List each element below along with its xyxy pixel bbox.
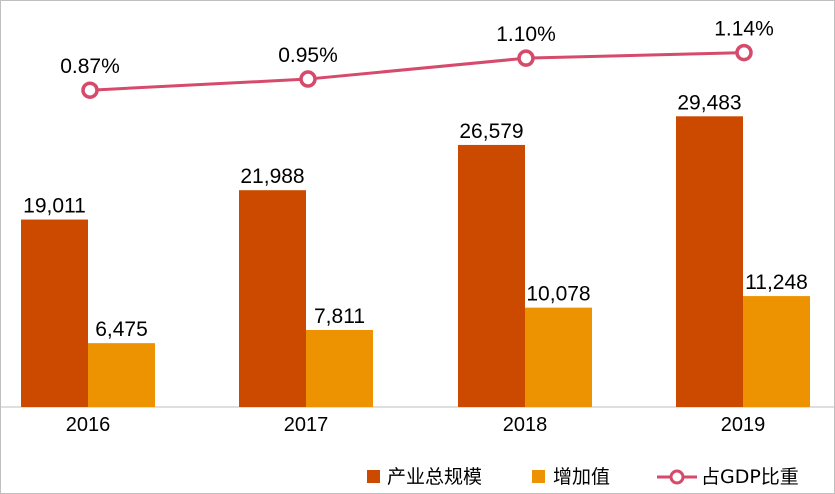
x-tick-label-2019: 2019 (721, 414, 766, 436)
gdp-share-point-2019 (735, 43, 753, 62)
data-label-industry-scale-2016: 19,011 (23, 195, 86, 218)
data-label-gdp-share-2019: 1.14% (714, 18, 774, 41)
legend-marker-gdp-share (669, 469, 685, 485)
legend-swatch-industry-scale (367, 470, 380, 483)
data-label-industry-scale-2017: 21,988 (240, 165, 304, 188)
data-label-industry-scale-2018: 26,579 (459, 120, 523, 143)
data-label-value-added-2017: 7,811 (314, 305, 365, 328)
legend-label-industry-scale: 产业总规模 (387, 466, 482, 488)
gdp-share-point-2017 (299, 70, 317, 88)
bar-value-added-2017 (306, 329, 373, 407)
legend-label-value-added: 增加值 (553, 466, 610, 488)
bar-value-added-2019 (743, 296, 810, 407)
data-label-gdp-share-2016: 0.87% (60, 55, 120, 78)
bar-industry-scale-2017 (239, 190, 306, 407)
data-label-industry-scale-2019: 29,483 (677, 91, 741, 114)
gdp-share-line (89, 51, 745, 92)
data-label-value-added-2016: 6,475 (95, 318, 148, 341)
bar-industry-scale-2018 (458, 144, 525, 407)
x-tick-label-2018: 2018 (503, 414, 548, 436)
bar-value-added-2018 (525, 307, 592, 407)
data-label-value-added-2019: 11,248 (745, 271, 808, 294)
gdp-share-point-2018 (517, 49, 535, 67)
data-label-value-added-2018: 10,078 (526, 283, 590, 306)
data-label-gdp-share-2017: 0.95% (278, 44, 338, 67)
x-tick-label-2016: 2016 (66, 414, 111, 436)
legend-swatch-value-added (532, 470, 545, 483)
data-label-gdp-share-2018: 1.10% (496, 23, 556, 46)
bar-industry-scale-2019 (676, 116, 743, 408)
bar-industry-scale-2016 (21, 219, 88, 407)
x-tick-label-2017: 2017 (284, 414, 329, 436)
bar-value-added-2016 (88, 343, 155, 407)
gdp-share-point-2016 (81, 81, 99, 99)
legend-label-gdp-share: 占GDP比重 (701, 466, 799, 488)
